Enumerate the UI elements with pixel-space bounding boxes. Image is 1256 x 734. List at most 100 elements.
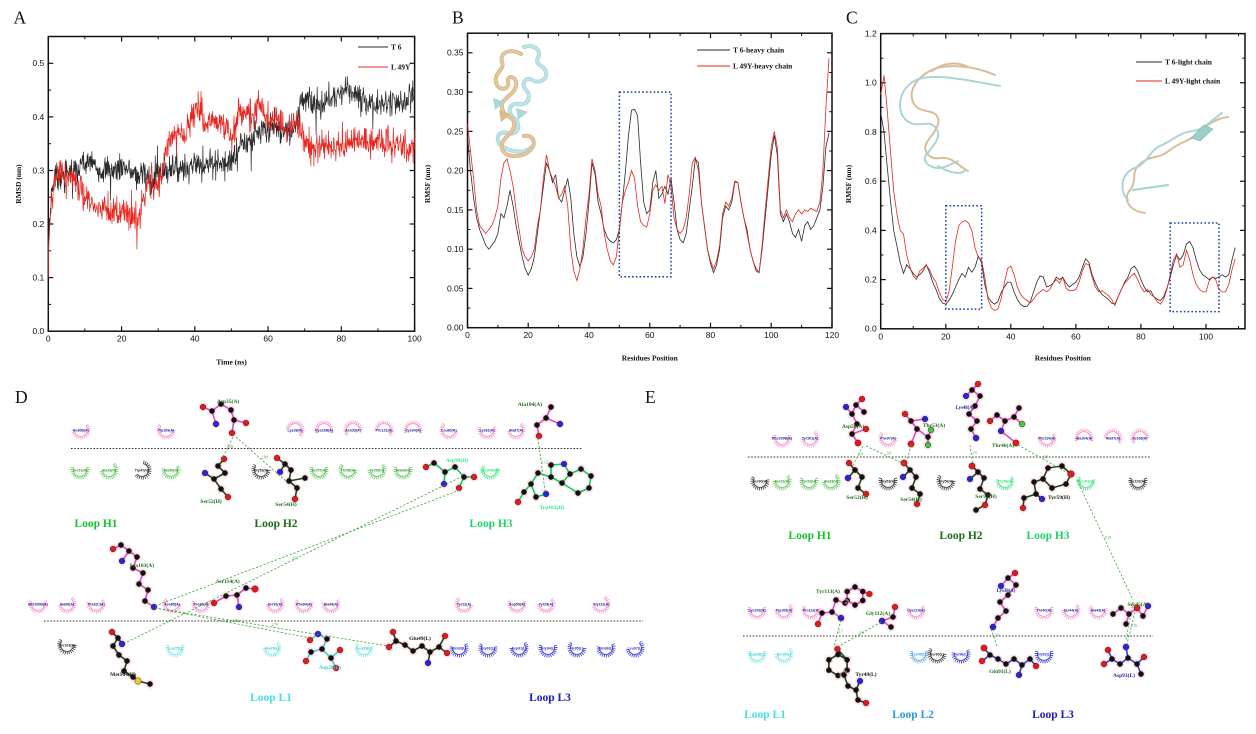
svg-text:0.6: 0.6	[865, 176, 877, 186]
svg-text:Ser52(H): Ser52(H)	[846, 494, 868, 501]
svg-text:Tyr59(H): Tyr59(H)	[370, 468, 385, 472]
svg-text:Gln96(L): Gln96(L)	[599, 646, 614, 650]
svg-text:Ile95(L): Ile95(L)	[571, 646, 584, 650]
svg-text:Pro134(A): Pro134(A)	[1039, 436, 1057, 440]
svg-text:20: 20	[941, 331, 951, 341]
svg-text:Loop L1: Loop L1	[250, 692, 292, 704]
svg-text:0.00: 0.00	[447, 323, 464, 333]
svg-text:T 6-heavy chain: T 6-heavy chain	[733, 46, 785, 55]
svg-text:Trp109(A): Trp109(A)	[158, 428, 175, 432]
svg-text:Gly100B(H): Gly100B(H)	[480, 468, 500, 472]
svg-text:Ala43(A): Ala43(A)	[1091, 608, 1106, 612]
svg-text:Glu49(L): Glu49(L)	[409, 635, 431, 642]
svg-text:Thr58(H): Thr58(H)	[998, 479, 1014, 483]
svg-text:Loop L1: Loop L1	[744, 709, 786, 721]
svg-text:3.08: 3.08	[227, 445, 233, 449]
svg-text:Time (ns): Time (ns)	[216, 358, 247, 367]
svg-text:Leu80(A): Leu80(A)	[441, 428, 457, 432]
svg-text:Met100B(A): Met100B(A)	[28, 602, 49, 606]
svg-text:Ala104(A): Ala104(A)	[518, 401, 542, 408]
svg-text:Loop H2: Loop H2	[939, 530, 982, 542]
svg-text:20: 20	[117, 334, 127, 344]
svg-text:Ala50(H): Ala50(H)	[164, 468, 179, 472]
svg-text:Ser54(H): Ser54(H)	[275, 501, 297, 508]
svg-text:Lys103(A): Lys103(A)	[748, 608, 766, 612]
svg-text:0.4: 0.4	[865, 225, 877, 235]
svg-text:Ser45(A): Ser45(A)	[1127, 601, 1148, 608]
svg-text:2.9: 2.9	[858, 453, 863, 457]
svg-text:T 6-light chain: T 6-light chain	[1165, 58, 1213, 67]
svg-text:Gly29(L): Gly29(L)	[265, 646, 280, 650]
svg-text:Loop H3: Loop H3	[469, 518, 512, 530]
svg-text:Pro113(A): Pro113(A)	[803, 608, 821, 612]
svg-text:0: 0	[465, 330, 470, 340]
svg-text:60: 60	[1071, 331, 1081, 341]
svg-text:Ser114(A): Ser114(A)	[216, 578, 240, 585]
svg-text:Trp109(A): Trp109(A)	[776, 608, 793, 612]
svg-text:Trp47(H): Trp47(H)	[135, 468, 150, 472]
svg-text:Gly112(A): Gly112(A)	[866, 610, 890, 617]
svg-text:L 49Y-heavy chain: L 49Y-heavy chain	[733, 62, 793, 71]
svg-text:Loop H2: Loop H2	[254, 518, 297, 530]
svg-text:Tyr12(A): Tyr12(A)	[457, 602, 472, 606]
svg-text:Asp50(A): Asp50(A)	[842, 423, 864, 430]
svg-text:Lys49(L): Lys49(L)	[912, 652, 927, 656]
svg-text:Asp35(A): Asp35(A)	[217, 398, 239, 405]
svg-text:0.2: 0.2	[865, 275, 877, 285]
svg-text:80: 80	[337, 334, 347, 344]
svg-text:120: 120	[825, 330, 839, 340]
svg-text:Ala99(A): Ala99(A)	[60, 602, 75, 606]
svg-text:Lys38(A): Lys38(A)	[997, 589, 1016, 594]
svg-text:Ala94(A): Ala94(A)	[324, 602, 339, 606]
svg-text:Asn85(A): Asn85(A)	[164, 602, 181, 606]
svg-text:Loop L3: Loop L3	[529, 692, 571, 704]
svg-text:Tyr32(H): Tyr32(H)	[802, 479, 817, 483]
svg-text:0: 0	[878, 331, 883, 341]
svg-text:Asp28(L): Asp28(L)	[319, 664, 341, 671]
svg-text:Leu97(L): Leu97(L)	[628, 646, 644, 650]
svg-text:Lys28(A): Lys28(A)	[287, 428, 303, 432]
svg-text:Gln91(L): Gln91(L)	[989, 668, 1011, 675]
svg-text:40: 40	[584, 330, 594, 340]
svg-text:2.9: 2.9	[995, 634, 1000, 638]
svg-text:Ile103(H): Ile103(H)	[1131, 479, 1147, 483]
svg-text:Phe100B(A): Phe100B(A)	[772, 436, 793, 440]
svg-text:L 49Y: L 49Y	[391, 63, 411, 72]
svg-text:0.35: 0.35	[447, 48, 464, 58]
svg-text:Ile30B(A): Ile30B(A)	[73, 428, 89, 432]
svg-text:Asp59(A): Asp59(A)	[509, 602, 526, 606]
svg-text:Pro86(A): Pro86(A)	[194, 602, 210, 606]
svg-text:0.10: 0.10	[447, 244, 464, 254]
svg-text:1.0: 1.0	[865, 78, 877, 88]
svg-text:Loop L3: Loop L3	[1032, 709, 1074, 721]
svg-text:60: 60	[645, 330, 655, 340]
svg-text:Lys103(A): Lys103(A)	[130, 562, 154, 569]
svg-text:3.01: 3.01	[292, 557, 298, 561]
svg-text:40: 40	[1006, 331, 1016, 341]
svg-text:Ser57(H): Ser57(H)	[975, 493, 997, 500]
svg-text:Tyr113(A): Tyr113(A)	[816, 588, 840, 595]
svg-text:Ser54(H): Ser54(H)	[900, 496, 922, 503]
svg-text:Ser31(H): Ser31(H)	[73, 468, 89, 472]
svg-text:3.19: 3.19	[1105, 536, 1111, 540]
svg-text:Loop H3: Loop H3	[1026, 530, 1069, 542]
svg-text:Residues Position: Residues Position	[622, 354, 679, 363]
svg-text:Ser52(H): Ser52(H)	[200, 498, 222, 505]
svg-text:Phe84(A): Phe84(A)	[296, 602, 312, 606]
svg-text:Tyr102(H): Tyr102(H)	[1078, 479, 1095, 483]
svg-text:2.76: 2.76	[1131, 624, 1137, 628]
svg-text:0.25: 0.25	[447, 126, 464, 136]
svg-text:Ser57(H): Ser57(H)	[312, 468, 328, 472]
svg-text:40: 40	[190, 334, 200, 344]
svg-text:Cys110(A): Cys110(A)	[907, 608, 925, 612]
svg-text:3.0: 3.0	[859, 631, 864, 635]
svg-text:Ala33(H): Ala33(H)	[102, 468, 117, 472]
svg-text:B: B	[452, 8, 464, 28]
svg-text:Ala60(H): Ala60(H)	[396, 468, 411, 472]
svg-text:Met104(H): Met104(H)	[110, 671, 136, 678]
svg-text:L 49Y-light chain: L 49Y-light chain	[1165, 77, 1221, 86]
svg-text:Ser92(A): Ser92(A)	[268, 602, 284, 606]
svg-text:RMSD (nm): RMSD (nm)	[14, 164, 23, 204]
svg-text:Ala104(A): Ala104(A)	[1076, 436, 1093, 440]
svg-text:0.30: 0.30	[447, 87, 464, 97]
